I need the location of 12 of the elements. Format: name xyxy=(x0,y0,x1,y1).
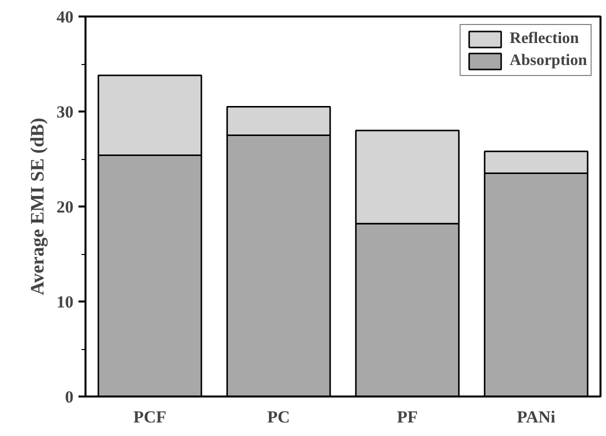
x-tick-label: PANi xyxy=(516,408,556,426)
legend-label: Absorption xyxy=(510,52,587,70)
x-tick-label: PC xyxy=(267,408,290,426)
legend-label: Reflection xyxy=(510,30,579,48)
y-tick-label: 0 xyxy=(65,388,74,406)
y-axis-title: Average EMI SE (dB) xyxy=(28,118,48,296)
y-tick-label: 10 xyxy=(56,292,74,312)
y-tick-label: 30 xyxy=(56,102,74,122)
y-tick-label: 20 xyxy=(56,198,74,216)
x-tick-label: PCF xyxy=(133,408,166,426)
x-tick-label: PF xyxy=(396,408,418,426)
y-tick-label: 40 xyxy=(56,8,74,26)
